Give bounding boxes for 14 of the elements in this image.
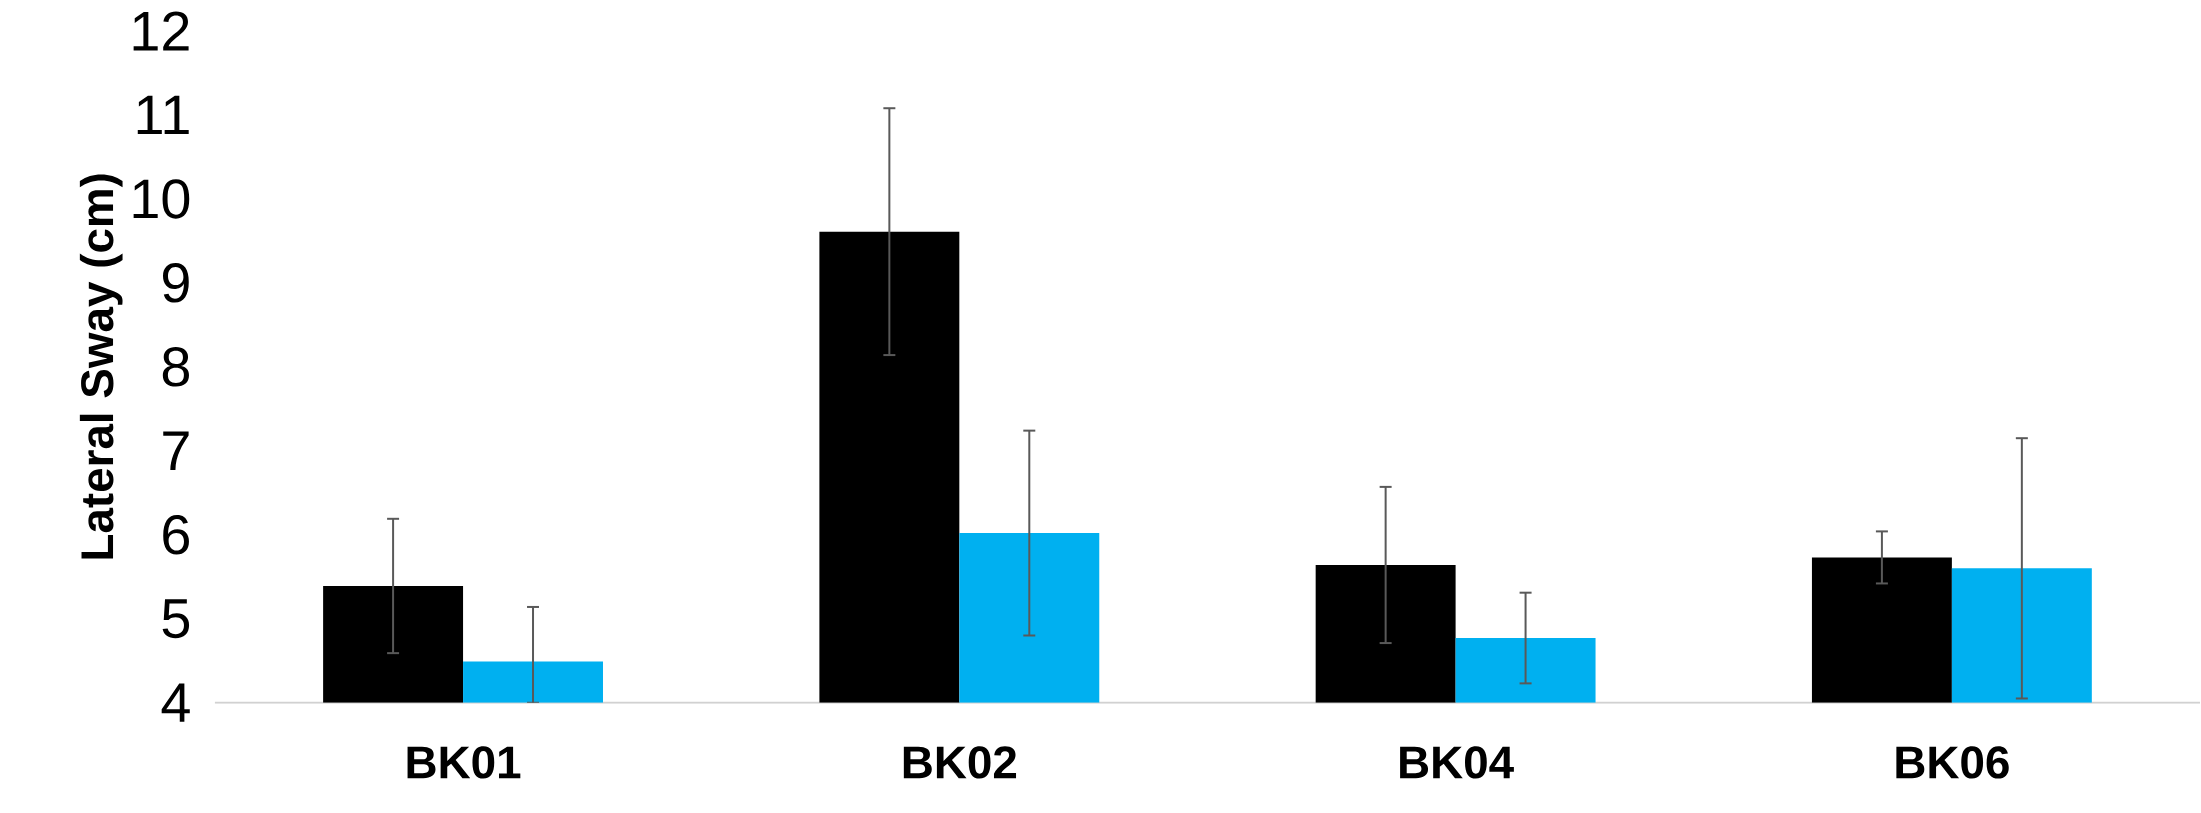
y-tick-label: 8 bbox=[162, 347, 189, 387]
y-tick-label: 11 bbox=[137, 95, 189, 135]
y-tick-label: 9 bbox=[163, 263, 189, 303]
x-tick-label: BK02 bbox=[903, 746, 1017, 779]
x-tick-label: BK01 bbox=[407, 746, 521, 779]
y-tick-label: 5 bbox=[162, 599, 190, 639]
y-tick-label: 4 bbox=[161, 683, 190, 723]
y-axis-title: Lateral Sway (cm) bbox=[79, 174, 123, 559]
y-tick-label: 7 bbox=[163, 431, 189, 471]
y-tick-label: 6 bbox=[163, 515, 189, 555]
x-tick-label: BK06 bbox=[1896, 746, 2009, 779]
y-tick-label: 12 bbox=[133, 11, 189, 51]
x-tick-label: BK04 bbox=[1400, 746, 1514, 779]
y-tick-label: 10 bbox=[133, 179, 190, 219]
